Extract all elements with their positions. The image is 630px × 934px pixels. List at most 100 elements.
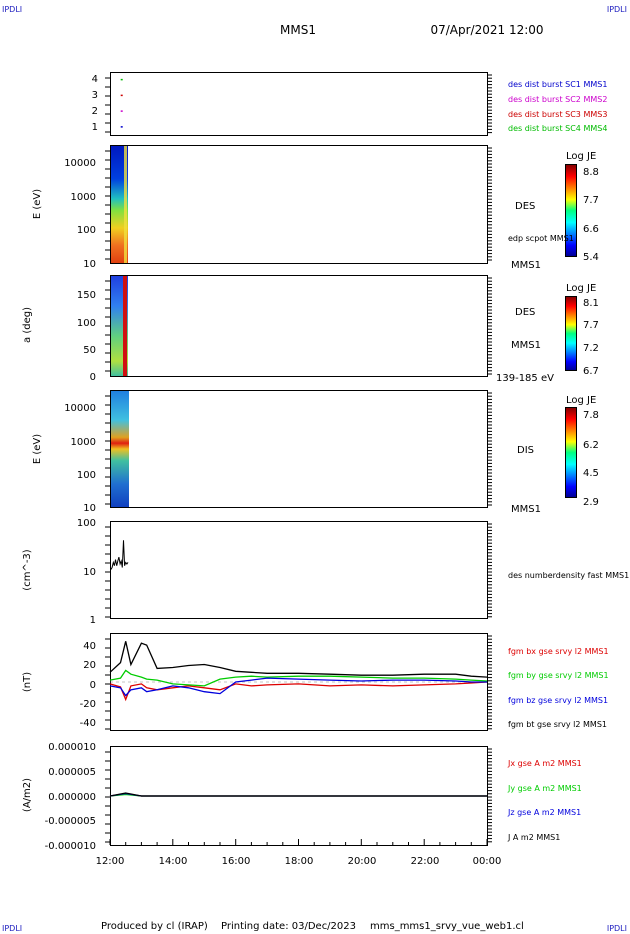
- x-tick-1400: 14:00: [159, 856, 188, 867]
- des-pitch-tick-0: 0: [90, 372, 96, 383]
- des-pitch-sublabel: MMS1: [511, 340, 541, 351]
- legend-jz: Jz gse A m2 MMS1: [507, 808, 581, 817]
- availability-tick-3: 3: [92, 90, 98, 101]
- des-energy-cb-tick-1: 7.7: [583, 195, 599, 206]
- right-minor-ticks: [105, 74, 492, 845]
- des-pitch-energy-range: 139-185 eV: [496, 373, 554, 384]
- des-pitch-tick-50: 50: [83, 345, 96, 356]
- dis-energy-cb-tick-0: 7.8: [583, 410, 599, 421]
- bfield-tick-m40: -40: [80, 718, 96, 729]
- availability-mark-sc2: [120, 110, 123, 112]
- dis-energy-tick-100: 100: [77, 470, 96, 481]
- des-energy-sublabel: MMS1: [511, 260, 541, 271]
- density-series-line: [110, 540, 129, 570]
- dis-energy-tick-10: 10: [83, 503, 96, 514]
- legend-jx: Jx gse A m2 MMS1: [507, 759, 582, 768]
- bfield-series-bx: [109, 681, 488, 702]
- des-energy-tick-10: 10: [83, 259, 96, 270]
- density-legend: des numberdensity fast MMS1: [508, 571, 629, 580]
- des-pitch-colorbar-title: Log JE: [566, 283, 596, 294]
- corner-tag-bottom-right: IPDLI: [606, 924, 627, 933]
- dis-energy-cb-tick-3: 2.9: [583, 497, 599, 508]
- dis-energy-cb-tick-1: 6.2: [583, 440, 599, 451]
- x-tick-0000: 00:00: [473, 856, 502, 867]
- legend-bx: fgm bx gse srvy l2 MMS1: [508, 647, 609, 656]
- dis-energy-panel-frame: [110, 390, 488, 508]
- x-tick-2000: 20:00: [348, 856, 377, 867]
- legend-sc1: des dist burst SC1 MMS1: [508, 80, 607, 89]
- availability-tick-1: 1: [92, 122, 98, 133]
- bfield-series-bt: [109, 641, 488, 678]
- footer-printing-date: Printing date: 03/Dec/2023: [221, 921, 356, 932]
- current-density-lines: [109, 792, 487, 797]
- current-tick-10: 0.000010: [48, 742, 96, 753]
- availability-panel-frame: [110, 72, 488, 136]
- des-pitch-tick-100: 100: [77, 318, 96, 329]
- footer-produced-by: Produced by cl (IRAP): [101, 921, 208, 932]
- legend-jy: Jy gse A m2 MMS1: [507, 784, 582, 793]
- legend-sc2: des dist burst SC2 MMS2: [508, 95, 607, 104]
- legend-j: J A m2 MMS1: [507, 833, 560, 842]
- density-lines: [110, 540, 129, 570]
- des-energy-panel-frame: [110, 145, 488, 264]
- legend-by: fgm by gse srvy l2 MMS1: [508, 671, 609, 680]
- footer-filename: mms_mms1_srvy_vue_web1.cl: [370, 921, 524, 932]
- availability-mark-sc4: [120, 78, 123, 81]
- scpot-label: edp scpot MMS1: [508, 234, 574, 243]
- x-tick-1800: 18:00: [285, 856, 314, 867]
- des-energy-spectrogram-band: [124, 146, 127, 263]
- dis-energy-spectrogram: [111, 391, 129, 507]
- des-energy-cb-tick-3: 5.4: [583, 252, 599, 263]
- availability-tick-4: 4: [92, 74, 98, 85]
- magnetic-field-lines: [109, 641, 488, 702]
- current-tick-5: 0.000005: [48, 767, 96, 778]
- des-pitch-spectrogram-band: [123, 276, 127, 376]
- des-pitch-colorbar: [565, 296, 577, 371]
- dis-energy-colorbar-title: Log JE: [566, 395, 596, 406]
- dis-energy-ylabel: E (eV): [32, 434, 43, 464]
- des-pitch-cb-tick-1: 7.7: [583, 320, 599, 331]
- dis-energy-sublabel: MMS1: [511, 504, 541, 515]
- corner-tag-top-right: IPDLI: [606, 5, 627, 14]
- des-energy-colorbar: [565, 164, 577, 257]
- des-energy-ylabel: E (eV): [32, 189, 43, 219]
- des-pitch-cb-tick-3: 6.7: [583, 366, 599, 377]
- des-energy-tick-10000: 10000: [64, 158, 96, 169]
- bfield-tick-20: 20: [83, 660, 96, 671]
- x-tick-1600: 16:00: [222, 856, 251, 867]
- legend-sc3: des dist burst SC3 MMS3: [508, 110, 607, 119]
- dis-energy-tick-10000: 10000: [64, 403, 96, 414]
- des-pitch-ylabel: a (deg): [22, 307, 33, 343]
- des-energy-cb-tick-0: 8.8: [583, 167, 599, 178]
- legend-sc4: des dist burst SC4 MMS4: [508, 124, 607, 133]
- availability-tick-2: 2: [92, 106, 98, 117]
- bfield-series-by: [109, 669, 488, 687]
- des-energy-tick-1000: 1000: [71, 192, 96, 203]
- corner-tag-top-left: IPDLI: [2, 5, 23, 14]
- dis-energy-label: DIS: [517, 445, 534, 456]
- des-pitch-cb-tick-2: 7.2: [583, 343, 599, 354]
- bfield-tick-40: 40: [83, 641, 96, 652]
- corner-tag-bottom-left: IPDLI: [2, 924, 23, 933]
- bfield-ylabel: (nT): [22, 672, 33, 692]
- des-pitch-label: DES: [515, 307, 535, 318]
- bfield-tick-m20: -20: [80, 699, 96, 710]
- dis-energy-cb-tick-2: 4.5: [583, 468, 599, 479]
- des-pitch-panel-frame: [110, 275, 488, 377]
- des-energy-cb-tick-2: 6.6: [583, 224, 599, 235]
- legend-bt: fgm bt gse srvy l2 MMS1: [508, 720, 607, 729]
- des-energy-spectrogram: [111, 146, 128, 263]
- current-tick-0: 0.000000: [48, 792, 96, 803]
- density-tick-10: 10: [83, 567, 96, 578]
- current-tick-m5: -0.000005: [45, 816, 96, 827]
- current-tick-m10: -0.000010: [45, 841, 96, 852]
- date-time-title: 07/Apr/2021 12:00: [430, 23, 543, 37]
- availability-mark-sc3: [120, 94, 123, 97]
- dis-energy-colorbar: [565, 407, 577, 498]
- x-tick-1200: 12:00: [96, 856, 125, 867]
- des-pitch-tick-150: 150: [77, 290, 96, 301]
- x-tick-2200: 22:00: [411, 856, 440, 867]
- des-energy-label: DES: [515, 201, 535, 212]
- availability-marks: [120, 78, 123, 128]
- des-energy-tick-100: 100: [77, 225, 96, 236]
